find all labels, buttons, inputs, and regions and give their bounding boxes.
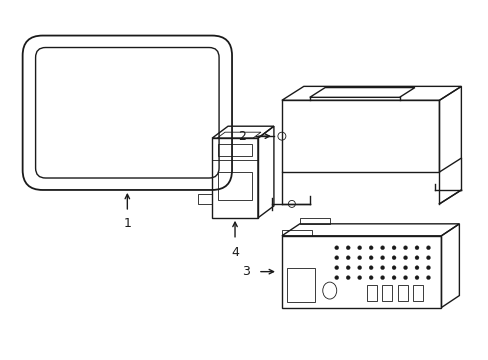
Circle shape [414, 256, 418, 260]
Bar [412, 285, 422, 301]
Circle shape [357, 246, 361, 250]
Circle shape [380, 246, 384, 250]
Circle shape [414, 246, 418, 250]
Circle shape [380, 276, 384, 280]
Bar [299, 218, 329, 224]
Text: 2: 2 [238, 130, 245, 143]
Circle shape [357, 256, 361, 260]
Circle shape [391, 256, 395, 260]
Bar [366, 285, 376, 301]
Text: 3: 3 [242, 265, 249, 278]
Circle shape [368, 246, 372, 250]
Circle shape [426, 246, 429, 250]
Circle shape [414, 276, 418, 280]
Circle shape [403, 266, 407, 270]
Text: 4: 4 [231, 246, 239, 259]
Circle shape [403, 276, 407, 280]
Circle shape [403, 256, 407, 260]
Bar [198, 194, 212, 204]
Circle shape [357, 266, 361, 270]
Circle shape [334, 256, 338, 260]
Circle shape [368, 266, 372, 270]
Bar [397, 285, 407, 301]
Bar [218, 144, 251, 156]
Bar [286, 268, 314, 302]
Circle shape [414, 266, 418, 270]
Circle shape [391, 276, 395, 280]
Circle shape [426, 276, 429, 280]
Bar [281, 230, 311, 236]
Circle shape [391, 266, 395, 270]
Circle shape [346, 266, 349, 270]
Bar [381, 285, 391, 301]
Circle shape [346, 246, 349, 250]
Circle shape [334, 266, 338, 270]
Circle shape [368, 276, 372, 280]
Circle shape [426, 266, 429, 270]
Circle shape [403, 246, 407, 250]
Circle shape [380, 266, 384, 270]
Circle shape [346, 256, 349, 260]
Circle shape [380, 256, 384, 260]
Circle shape [391, 246, 395, 250]
Circle shape [334, 246, 338, 250]
Text: 1: 1 [123, 217, 131, 230]
Circle shape [334, 276, 338, 280]
Circle shape [357, 276, 361, 280]
Circle shape [368, 256, 372, 260]
Circle shape [346, 276, 349, 280]
Circle shape [426, 256, 429, 260]
Bar [218, 172, 251, 200]
